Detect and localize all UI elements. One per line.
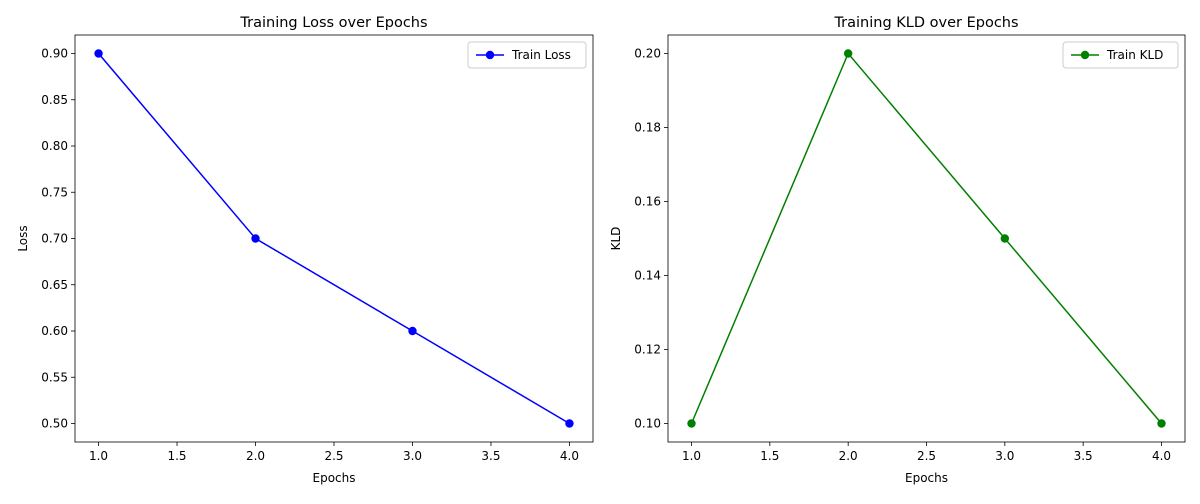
legend-marker — [485, 50, 495, 60]
y-tick-label: 0.80 — [41, 139, 68, 153]
data-point — [251, 234, 260, 243]
x-tick-label: 3.5 — [1074, 449, 1093, 463]
x-axis-label: Epochs — [313, 471, 356, 485]
data-point — [687, 419, 696, 428]
legend: Train Loss — [467, 41, 587, 69]
y-tick-label: 0.85 — [41, 93, 68, 107]
y-tick-label: 0.55 — [41, 370, 68, 384]
legend-marker — [1080, 50, 1090, 60]
axes-frame — [667, 34, 1186, 443]
y-axis-label: Loss — [16, 225, 30, 251]
y-axis-label: KLD — [609, 227, 623, 251]
y-tick-label: 0.16 — [634, 195, 661, 209]
x-tick-label: 4.0 — [560, 449, 579, 463]
y-tick-label: 0.10 — [634, 417, 661, 431]
x-axis-label: Epochs — [905, 471, 948, 485]
x-tick-label: 1.0 — [682, 449, 701, 463]
x-tick-label: 2.5 — [917, 449, 936, 463]
chart-panel-2: Training KLD over Epochs 1.0 1.5 2.0 2.5 3.0 3… — [609, 15, 1186, 485]
legend: Train KLD — [1062, 41, 1179, 69]
x-tick-label: 4.0 — [1152, 449, 1171, 463]
chart-title: Training KLD over Epochs — [833, 15, 1018, 31]
x-tick-label: 3.5 — [481, 449, 500, 463]
series-line — [690, 52, 1163, 424]
y-tick-label: 0.65 — [41, 278, 68, 292]
y-tick-label: 0.20 — [634, 47, 661, 61]
y-tick-label: 0.60 — [41, 324, 68, 338]
chart-panel-1: Training Loss over Epochs 1.0 1.5 2.0 2.5 3.0… — [16, 15, 594, 485]
chart-title: Training Loss over Epochs — [239, 15, 427, 31]
x-tick-label: 3.0 — [995, 449, 1014, 463]
y-tick-label: 0.14 — [634, 269, 661, 283]
x-tick-label: 1.0 — [89, 449, 108, 463]
x-tick-label: 1.5 — [167, 449, 186, 463]
legend-box — [1062, 41, 1179, 69]
y-tick-label: 0.50 — [41, 417, 68, 431]
legend-box — [467, 41, 587, 69]
y-tick-label: 0.70 — [41, 232, 68, 246]
x-tick-label: 2.5 — [324, 449, 343, 463]
x-tick-label: 3.0 — [403, 449, 422, 463]
data-point — [1000, 234, 1010, 243]
x-tick-label: 2.0 — [839, 449, 858, 463]
y-tick-label: 0.75 — [41, 185, 68, 199]
axes-frame — [74, 34, 594, 443]
legend-label: Train Loss — [511, 48, 571, 62]
data-point — [843, 49, 853, 58]
y-tick-label: 0.12 — [634, 343, 661, 357]
y-tick-label: 0.90 — [41, 47, 68, 61]
data-point — [1157, 419, 1166, 428]
data-point — [94, 49, 103, 58]
y-tick-label: 0.18 — [634, 121, 661, 135]
data-point — [408, 326, 417, 336]
legend-label: Train KLD — [1106, 48, 1163, 62]
series-line — [97, 53, 570, 425]
x-tick-label: 2.0 — [246, 449, 265, 463]
x-tick-label: 1.5 — [760, 449, 779, 463]
data-point — [565, 419, 574, 428]
